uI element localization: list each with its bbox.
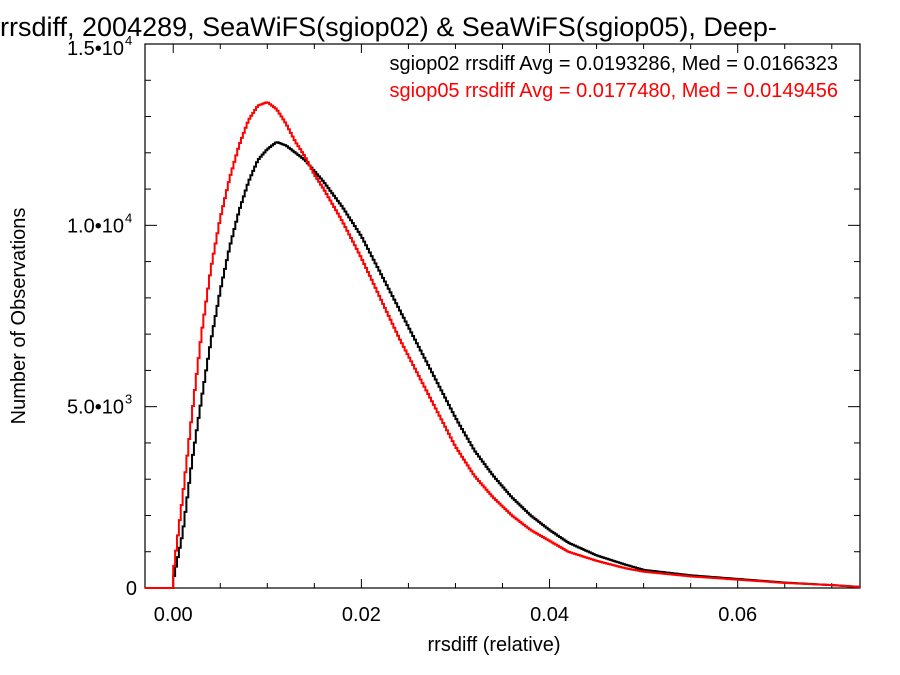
- annotation-sgiop05: sgiop05 rrsdiff Avg = 0.0177480, Med = 0…: [390, 80, 839, 102]
- y-tick-exponent-2: 4: [125, 210, 132, 225]
- y-tick-label-2: 1.0•10: [67, 215, 124, 237]
- series-layer: [145, 101, 860, 589]
- y-axis-label: Number of Observations: [8, 208, 30, 425]
- x-axis: 0.00 0.02 0.04 0.06: [154, 44, 833, 626]
- y-tick-exponent-1: 3: [125, 392, 132, 407]
- chart-title: rrsdiff, 2004289, SeaWiFS(sgiop02) & Sea…: [0, 12, 777, 42]
- y-tick-exponent-3: 4: [125, 33, 132, 48]
- x-tick-label-2: 0.04: [530, 604, 569, 626]
- legend: sgiop02 rrsdiff Avg = 0.0193286, Med = 0…: [390, 53, 839, 102]
- series-line-1: [145, 101, 860, 589]
- x-tick-label-1: 0.02: [342, 604, 381, 626]
- plot-area: 0.00 0.02 0.04 0.06 05.0•10 31.0•10 41.5•10 4: [67, 33, 861, 626]
- x-tick-label-0: 0.00: [154, 604, 193, 626]
- y-tick-label-3: 1.5•10: [67, 38, 124, 60]
- series-line-0: [145, 141, 860, 589]
- x-tick-label-3: 0.06: [718, 604, 757, 626]
- annotation-sgiop02: sgiop02 rrsdiff Avg = 0.0193286, Med = 0…: [390, 53, 839, 75]
- y-tick-label-0: 0: [126, 578, 137, 600]
- x-axis-label: rrsdiff (relative): [428, 634, 561, 656]
- y-axis: 05.0•10 31.0•10 41.5•10 4: [67, 33, 860, 600]
- y-tick-label-1: 5.0•10: [67, 397, 124, 419]
